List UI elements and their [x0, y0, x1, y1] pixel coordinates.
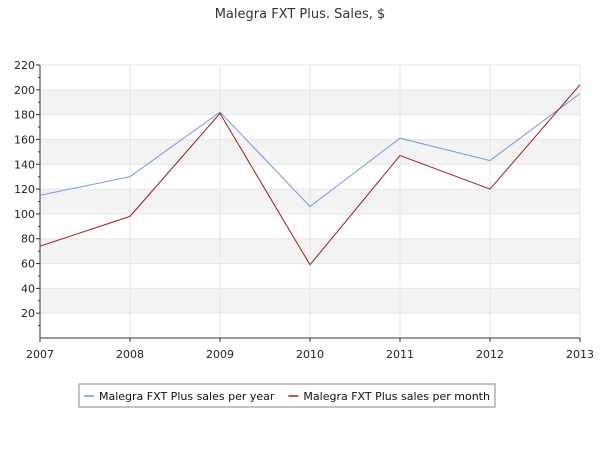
x-tick-label: 2011	[386, 348, 414, 361]
x-tick-label: 2009	[206, 348, 234, 361]
x-axis-ticks: 2007 2008 2009 2010 2011 2012 2013	[26, 338, 594, 361]
x-tick-label: 2008	[116, 348, 144, 361]
y-tick-label: 20	[21, 307, 35, 320]
x-tick-label: 2010	[296, 348, 324, 361]
y-tick-label: 80	[21, 233, 35, 246]
x-tick-label: 2007	[26, 348, 54, 361]
series-line-1	[39, 93, 581, 208]
y-tick-label: 160	[14, 133, 35, 146]
y-tick-label: 100	[14, 208, 35, 221]
y-tick-label: 140	[14, 158, 35, 171]
legend-box	[78, 383, 496, 408]
legend: Malegra FXT Plus sales per year Malegra F…	[78, 383, 496, 408]
legend-label-1: Malegra FXT Plus sales per year	[99, 390, 275, 403]
x-tick-label: 2013	[566, 348, 594, 361]
y-tick-label: 220	[14, 59, 35, 72]
y-tick-label: 200	[14, 84, 35, 97]
y-tick-label: 40	[21, 282, 35, 295]
vertical-gridlines	[129, 65, 581, 338]
series-lines	[39, 84, 581, 266]
y-tick-label: 60	[21, 258, 35, 271]
y-tick-label: 120	[14, 183, 35, 196]
y-tick-label: 180	[14, 109, 35, 122]
x-tick-label: 2012	[476, 348, 504, 361]
chart-title: Malegra FXT Plus. Sales, $	[215, 7, 386, 22]
y-axis-ticks: 20 40 60 80 100 120 140 160 180 200 220	[14, 59, 40, 327]
series-line-2	[39, 84, 581, 266]
legend-label-2: Malegra FXT Plus sales per month	[303, 390, 490, 403]
